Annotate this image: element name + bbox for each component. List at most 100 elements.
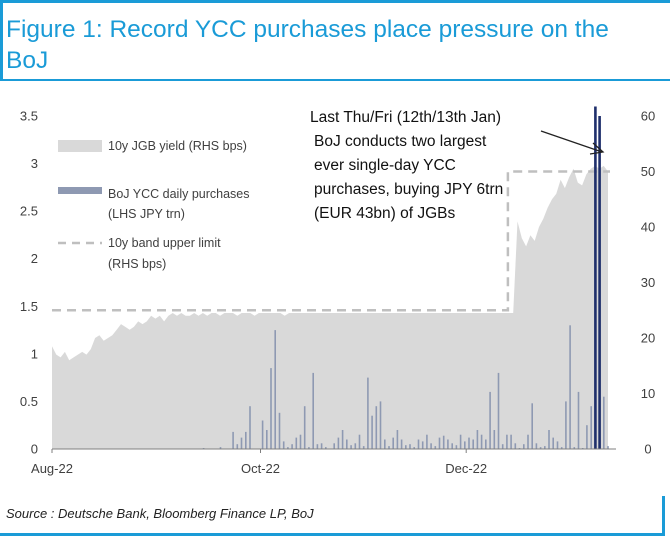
- x-tick-label: Dec-22: [445, 461, 487, 476]
- left-tick-label: 3: [31, 156, 38, 171]
- purchase-bar: [497, 372, 500, 449]
- purchase-bar: [535, 443, 538, 449]
- purchase-bar: [405, 445, 407, 449]
- purchase-bar: [586, 425, 588, 449]
- right-tick-label: 0: [644, 442, 651, 457]
- legend-label-purchases-1: BoJ YCC daily purchases: [108, 187, 250, 201]
- legend: 10y JGB yield (RHS bps) BoJ YCC daily pu…: [58, 139, 250, 271]
- frame-top-rule: [0, 0, 670, 3]
- left-tick-label: 1.5: [20, 299, 38, 314]
- annotation-line-3: ever single-day YCC: [314, 157, 456, 174]
- purchase-bar: [384, 439, 386, 449]
- purchase-bar: [303, 406, 306, 449]
- purchase-bar: [249, 406, 251, 449]
- purchase-bar: [523, 444, 525, 449]
- purchase-bar: [438, 437, 441, 449]
- right-tick-label: 20: [641, 331, 655, 346]
- band-line: [52, 170, 610, 312]
- purchase-bar: [417, 439, 420, 449]
- right-tick-label: 50: [641, 164, 655, 179]
- purchase-bar: [261, 420, 264, 449]
- purchase-bar: [371, 415, 373, 449]
- purchase-bar: [489, 391, 491, 449]
- title-rule: [0, 79, 670, 81]
- purchase-bar: [531, 403, 533, 449]
- purchase-bar: [308, 447, 310, 449]
- legend-swatch-yield: [58, 140, 102, 152]
- left-tick-label: 2.5: [20, 204, 38, 219]
- purchase-bar: [565, 401, 567, 449]
- purchase-bar: [426, 434, 428, 449]
- purchase-bar: [350, 445, 352, 449]
- purchase-bar: [320, 443, 323, 449]
- right-axis-ticks: 60 50 40 30 20 10 0: [641, 109, 655, 457]
- purchase-bar: [333, 443, 335, 449]
- purchase-bar: [413, 447, 415, 449]
- band-line-layer: [52, 170, 610, 312]
- purchase-bar: [409, 444, 411, 449]
- x-axis-ticks: Aug-22 Oct-22 Dec-22: [31, 449, 487, 476]
- purchase-bar: [476, 430, 479, 449]
- purchase-bar: [312, 372, 314, 449]
- purchase-bar: [245, 431, 247, 449]
- purchase-bar: [594, 106, 597, 449]
- purchase-bar: [287, 447, 289, 449]
- purchase-bar: [266, 430, 268, 449]
- purchase-bar: [455, 445, 458, 449]
- purchase-bar: [556, 441, 559, 449]
- legend-label-band-1: 10y band upper limit: [108, 236, 221, 250]
- purchase-bar: [548, 430, 550, 449]
- annotation-arrow-head: [589, 142, 605, 155]
- purchase-bar: [367, 377, 369, 449]
- purchase-bar: [396, 430, 399, 449]
- purchase-bar: [480, 434, 483, 449]
- purchase-bar: [388, 446, 390, 449]
- annotation-line-4: purchases, buying JPY 6trn: [314, 181, 503, 198]
- left-tick-label: 2: [31, 251, 38, 266]
- purchase-bar: [337, 437, 340, 449]
- purchase-bar: [501, 444, 504, 449]
- purchase-bar: [603, 396, 605, 449]
- purchase-bar: [552, 437, 554, 449]
- source-note: Source : Deutsche Bank, Bloomberg Financ…: [6, 506, 314, 521]
- left-tick-label: 0.5: [20, 394, 38, 409]
- frame-right-rule: [662, 496, 665, 536]
- chart: 3.5 3 2.5 2 1.5 1 0.5 0 60 50 40 30 20 10 0 Aug-22 Oct…: [20, 106, 655, 476]
- figure-title: Figure 1: Record YCC purchases place pre…: [6, 16, 609, 74]
- annotation-line-2: BoJ conducts two largest: [314, 133, 487, 150]
- purchase-bar: [598, 116, 601, 449]
- annotation-line-1: Last Thu/Fri (12th/13th Jan): [310, 109, 501, 126]
- purchase-bar: [447, 439, 449, 449]
- right-tick-label: 10: [641, 386, 655, 401]
- purchase-bar: [569, 325, 571, 449]
- purchase-bar: [421, 441, 424, 449]
- purchase-bar: [346, 439, 348, 449]
- purchase-bar: [472, 439, 474, 449]
- purchase-bar: [236, 444, 239, 449]
- purchase-bar: [485, 439, 487, 449]
- purchase-bar: [459, 434, 462, 449]
- purchase-bar: [464, 441, 466, 449]
- purchase-bar: [291, 444, 293, 449]
- purchase-bar: [514, 443, 517, 449]
- purchase-bar: [442, 435, 445, 449]
- legend-label-band-2: (RHS bps): [108, 257, 166, 271]
- purchase-bar: [607, 446, 609, 449]
- legend-label-yield: 10y JGB yield (RHS bps): [108, 139, 247, 153]
- purchase-bar: [240, 437, 243, 449]
- purchase-bars-layer: [202, 106, 609, 449]
- purchase-bar: [232, 431, 234, 449]
- purchase-bar: [560, 447, 563, 449]
- purchase-bar: [590, 406, 592, 449]
- right-tick-label: 60: [641, 109, 655, 124]
- purchase-bar: [527, 434, 529, 449]
- purchase-bar: [316, 444, 319, 449]
- frame-left-rule: [0, 3, 3, 79]
- purchase-bar: [362, 446, 365, 449]
- purchase-bar: [219, 447, 222, 449]
- frame-bottom-rule: [0, 533, 665, 536]
- annotation-line-5: (EUR 43bn) of JGBs: [314, 205, 456, 222]
- purchase-bar: [295, 437, 298, 449]
- left-tick-label: 0: [31, 442, 38, 457]
- purchase-bar: [430, 443, 432, 449]
